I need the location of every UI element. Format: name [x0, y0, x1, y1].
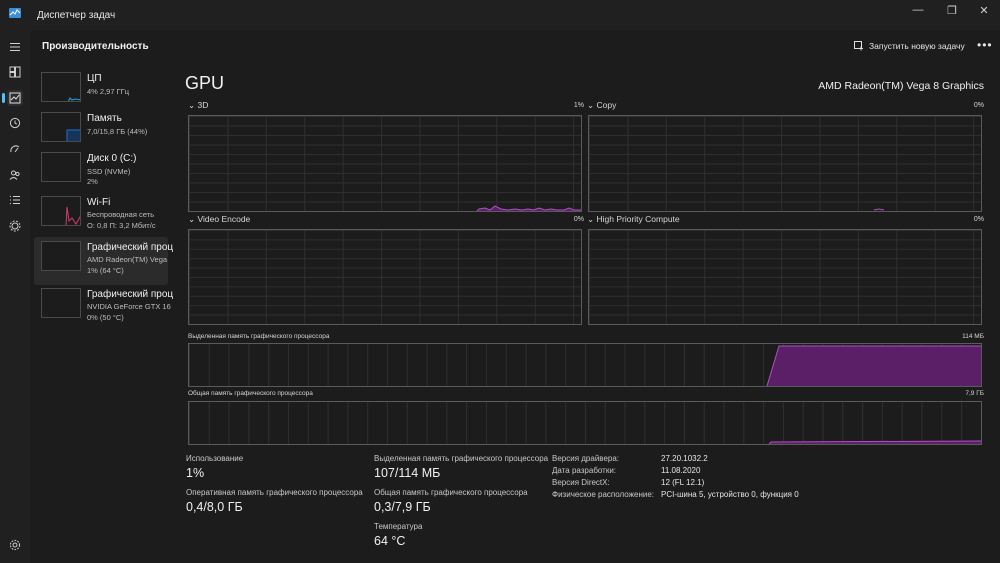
gpu-ram-value: 0,4/8,0 ГБ [186, 500, 243, 514]
processes-icon[interactable] [7, 64, 23, 80]
engine-copy-selector[interactable]: ⌄ Copy [587, 100, 616, 111]
device-detail: AMD Radeon(TM) Vega [87, 255, 168, 264]
dedicated-memory-graph-label: Выделенная память графического процессор… [188, 333, 330, 340]
driver-date-value: 11.08.2020 [661, 466, 701, 475]
engine-label: Copy [596, 100, 617, 110]
driver-version-key: Версия драйвера: [552, 454, 620, 463]
usage-value: 1% [186, 466, 205, 480]
physical-location-value: PCI-шина 5, устройство 0, функция 0 [661, 490, 799, 499]
device-usage: 2% [87, 177, 98, 186]
physical-location-key: Физическое расположение: [552, 490, 654, 499]
driver-version-value: 27.20.1032.2 [661, 454, 708, 463]
gpu-model-name: AMD Radeon(TM) Vega 8 Graphics [818, 80, 984, 92]
chevron-down-icon: ⌄ [188, 100, 196, 110]
title-bar: Диспетчер задач — ❐ ✕ [0, 0, 1000, 30]
chevron-down-icon: ⌄ [587, 214, 595, 224]
dedicated-memory-value: 107/114 МБ [374, 466, 441, 480]
startup-icon[interactable] [7, 141, 23, 157]
minimize-button[interactable]: — [912, 4, 924, 16]
device-name: Wi-Fi [87, 197, 111, 208]
run-new-task-button[interactable]: Запустить новую задачу [854, 39, 965, 53]
device-name: ЦП [87, 73, 102, 84]
engine-video-encode-graph [188, 229, 582, 325]
engine-label: High Priority Compute [596, 214, 680, 224]
performance-icon[interactable] [2, 90, 23, 106]
gpu-ram-label: Оперативная память графического процессо… [186, 488, 363, 497]
content-area: ЦП 4% 2,97 ГГц Память 7,0/15,8 ГБ (44%) … [30, 62, 1000, 563]
device-item-gpu1[interactable]: Графический проц NVIDIA GeForce GTX 16 0… [34, 284, 173, 332]
chevron-down-icon: ⌄ [188, 214, 196, 224]
device-detail: 7,0/15,8 ГБ (44%) [87, 127, 148, 136]
engine-percent: 0% [573, 216, 584, 223]
device-name: Диск 0 (C:) [87, 153, 137, 164]
engine-high-priority-compute-graph [588, 229, 982, 325]
run-new-task-label: Запустить новую задачу [869, 41, 965, 51]
temperature-label: Температура [374, 522, 423, 531]
device-item-disk[interactable]: Диск 0 (C:) SSD (NVMe) 2% [34, 148, 168, 196]
cpu-thumbnail [41, 72, 81, 102]
gpu-title: GPU [185, 73, 225, 93]
device-item-wifi[interactable]: Wi-Fi Беспроводная сеть О: 0,8 П: 3,2 Мб… [34, 192, 168, 240]
maximize-button[interactable]: ❐ [947, 4, 957, 17]
shared-memory-max: 7,9 ГБ [965, 390, 984, 397]
memory-thumbnail [41, 112, 81, 142]
device-throughput: О: 0,8 П: 3,2 Мбит/с [87, 221, 156, 230]
engine-high-priority-compute-selector[interactable]: ⌄ High Priority Compute [587, 214, 680, 225]
page-title: Производительность [42, 41, 149, 52]
device-detail: NVIDIA GeForce GTX 16 [87, 302, 171, 311]
users-icon[interactable] [7, 167, 23, 183]
engine-3d-selector[interactable]: ⌄ 3D [188, 100, 208, 111]
engine-label: Video Encode [197, 214, 251, 224]
gpu0-thumbnail [41, 241, 81, 271]
engine-video-encode-selector[interactable]: ⌄ Video Encode [188, 214, 250, 225]
dedicated-memory-label: Выделенная память графического процессор… [374, 454, 549, 463]
disk-thumbnail [41, 152, 81, 182]
settings-icon[interactable] [7, 537, 23, 553]
engine-3d-graph [188, 115, 582, 212]
device-detail: Беспроводная сеть [87, 210, 155, 219]
device-name: Память [87, 113, 122, 124]
shared-memory-graph [188, 401, 982, 445]
device-name: Графический проц [87, 242, 174, 253]
engine-percent: 0% [973, 216, 984, 223]
task-manager-app-icon [9, 8, 21, 18]
device-item-cpu[interactable]: ЦП 4% 2,97 ГГц [34, 68, 168, 116]
page-header: Производительность Запустить новую задач… [30, 30, 1000, 62]
more-options-button[interactable]: ••• [977, 38, 993, 52]
navigation-rail [0, 30, 30, 563]
usage-label: Использование [186, 454, 244, 463]
dedicated-memory-max: 114 МБ [962, 333, 984, 340]
engine-percent: 1% [573, 102, 584, 109]
services-icon[interactable] [7, 218, 23, 234]
device-detail: SSD (NVMe) [87, 167, 131, 176]
engine-label: 3D [197, 100, 209, 110]
engine-copy-graph [588, 115, 982, 212]
hamburger-icon[interactable] [7, 39, 23, 55]
device-item-memory[interactable]: Память 7,0/15,8 ГБ (44%) [34, 108, 168, 156]
run-task-icon [854, 41, 863, 51]
gpu1-thumbnail [41, 288, 81, 318]
shared-memory-label: Общая память графического процессора [374, 488, 528, 497]
engine-percent: 0% [973, 102, 984, 109]
directx-version-key: Версия DirectX: [552, 478, 610, 487]
dedicated-memory-graph [188, 343, 982, 387]
history-icon[interactable] [7, 115, 23, 131]
device-detail: 4% 2,97 ГГц [87, 87, 130, 96]
temperature-value: 64 °C [374, 534, 406, 548]
wifi-thumbnail [41, 196, 81, 226]
device-name: Графический проц [87, 289, 174, 300]
shared-memory-value: 0,3/7,9 ГБ [374, 500, 431, 514]
shared-memory-graph-label: Общая память графического процессора [188, 390, 313, 397]
details-icon[interactable] [7, 192, 23, 208]
device-usage: 0% (50 °C) [87, 313, 124, 322]
close-button[interactable]: ✕ [979, 4, 989, 17]
chevron-down-icon: ⌄ [587, 100, 595, 110]
device-item-gpu0[interactable]: Графический проц AMD Radeon(TM) Vega 1% … [34, 237, 173, 285]
window-title: Диспетчер задач [37, 10, 116, 21]
device-usage: 1% (64 °C) [87, 266, 124, 275]
driver-date-key: Дата разработки: [552, 466, 617, 475]
directx-version-value: 12 (FL 12.1) [661, 478, 705, 487]
